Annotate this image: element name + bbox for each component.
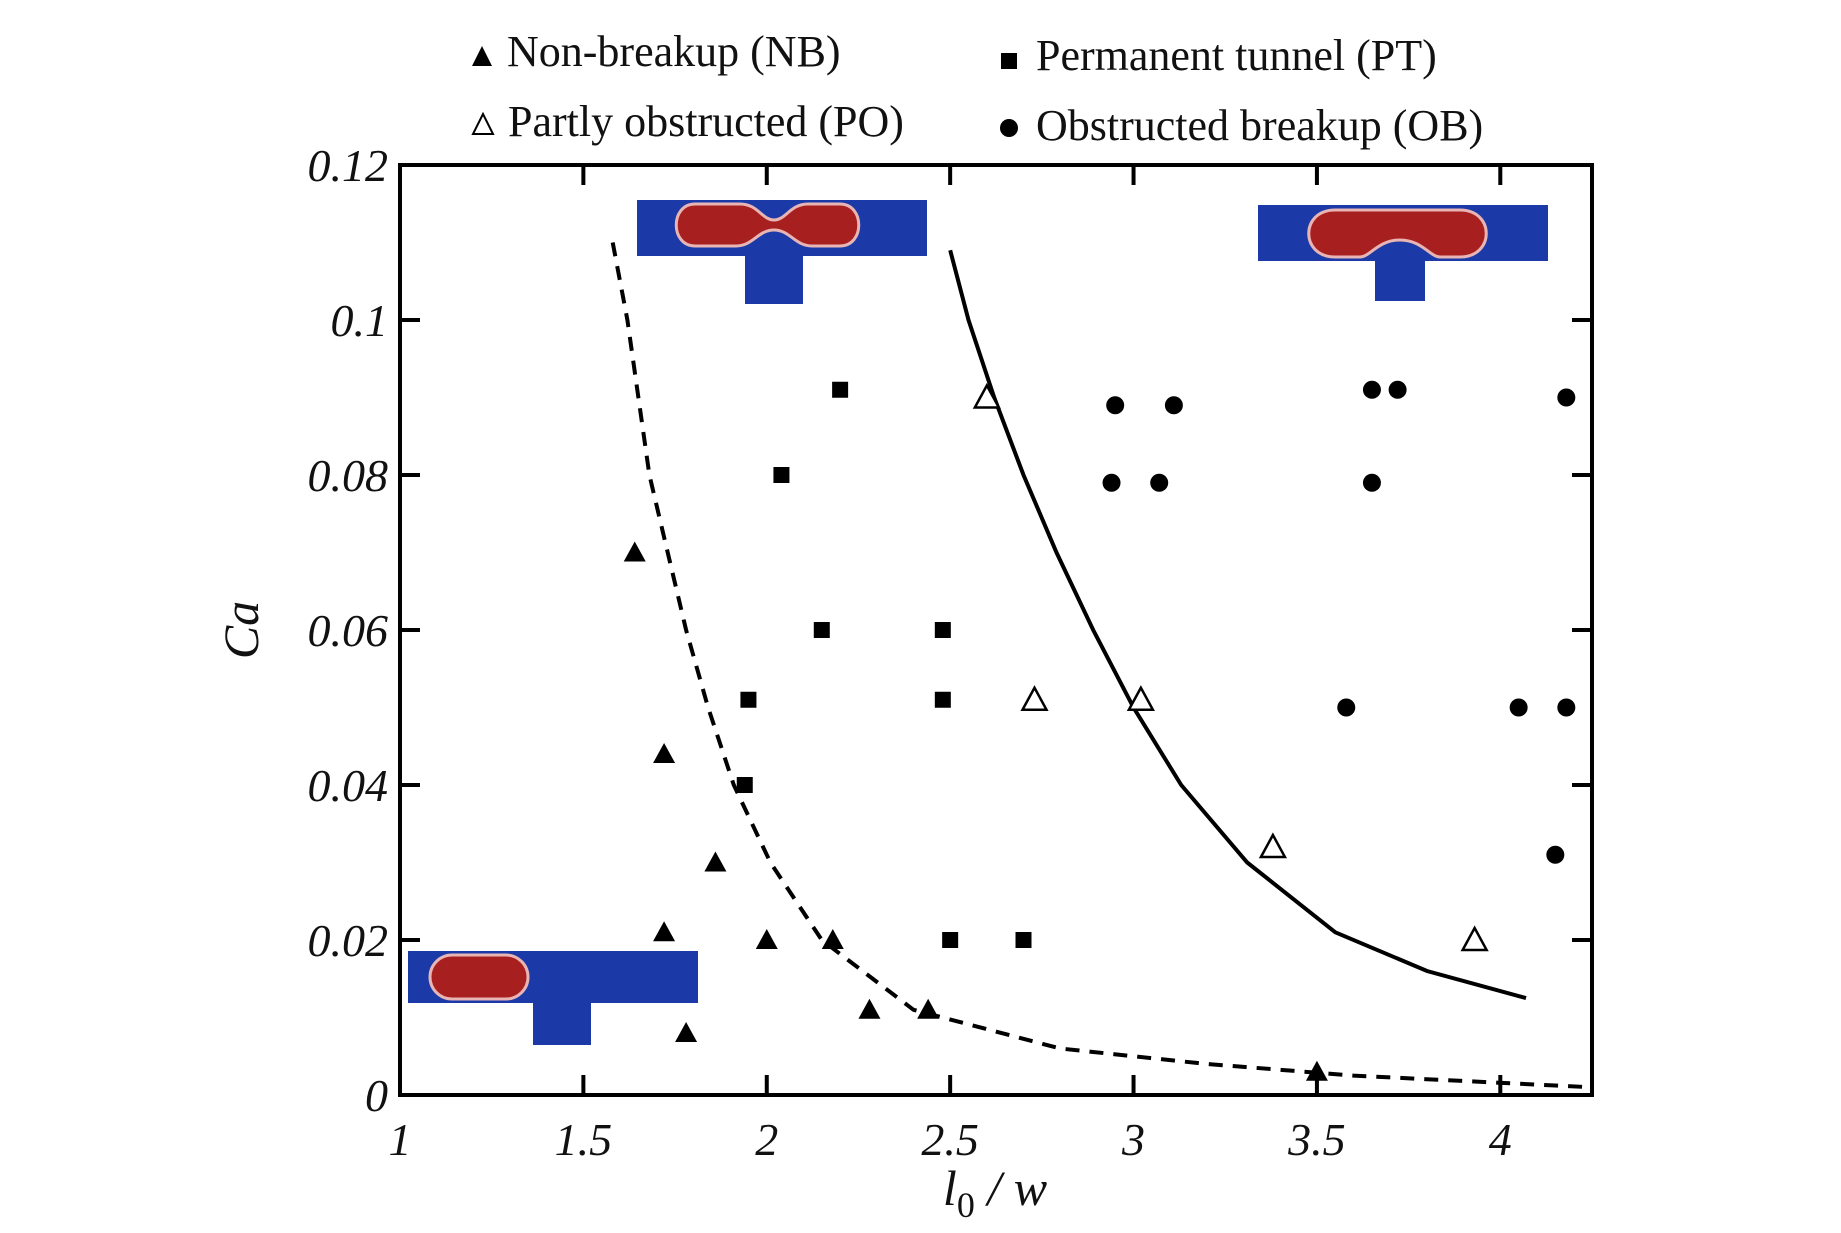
- point-non-breakup: [653, 921, 676, 942]
- point-obstructed-breakup: [1102, 473, 1121, 492]
- point-obstructed-breakup: [1337, 698, 1356, 717]
- point-permanent-tunnel: [934, 691, 951, 708]
- point-permanent-tunnel: [1015, 932, 1032, 948]
- inset-droplet-top-middle: [637, 200, 927, 304]
- point-permanent-tunnel: [813, 622, 830, 638]
- y-tick-label: 0.1: [331, 295, 389, 346]
- y-tick-label: 0.02: [308, 915, 389, 966]
- legend: Non-breakup (NB) Permanent tunnel (PT) P…: [471, 27, 1483, 150]
- x-tick-label: 3: [1121, 1114, 1145, 1165]
- point-permanent-tunnel: [736, 777, 753, 793]
- y-tick-labels: 0 0.02 0.04 0.06 0.08 0.1 0.12: [308, 140, 389, 1121]
- point-obstructed-breakup: [1546, 845, 1565, 864]
- legend-item-nb: Non-breakup (NB): [472, 27, 841, 76]
- point-obstructed-breakup: [1509, 698, 1528, 717]
- legend-marker-po: [471, 111, 495, 135]
- point-obstructed-breakup: [1164, 396, 1183, 415]
- point-permanent-tunnel: [934, 622, 951, 638]
- point-partly-obstructed: [1258, 832, 1288, 859]
- legend-marker-nb: [472, 46, 492, 66]
- point-non-breakup: [755, 929, 778, 949]
- point-permanent-tunnel: [740, 691, 757, 708]
- point-non-breakup: [704, 851, 727, 872]
- point-partly-obstructed: [1020, 685, 1049, 711]
- legend-label-ob: Obstructed breakup (OB): [1036, 101, 1483, 150]
- axis-ticks: [398, 163, 1592, 1097]
- y-tick-label: 0.06: [308, 605, 389, 656]
- legend-item-pt: Permanent tunnel (PT): [1001, 31, 1437, 80]
- point-permanent-tunnel: [942, 932, 959, 948]
- point-partly-obstructed: [1460, 925, 1489, 952]
- x-tick-label: 4: [1489, 1114, 1512, 1165]
- point-obstructed-breakup: [1388, 380, 1407, 399]
- y-tick-label: 0.04: [308, 760, 389, 811]
- point-non-breakup: [821, 929, 844, 949]
- point-obstructed-breakup: [1557, 388, 1576, 407]
- data-points: [623, 380, 1576, 1081]
- x-tick-label: 1.5: [555, 1114, 613, 1165]
- x-tick-label: 2: [755, 1114, 778, 1165]
- point-obstructed-breakup: [1362, 380, 1381, 399]
- point-non-breakup: [653, 743, 676, 763]
- y-tick-label: 0.12: [308, 140, 389, 191]
- legend-marker-ob: [1000, 119, 1018, 137]
- x-axis-title-sub: 0: [957, 1185, 975, 1225]
- point-permanent-tunnel: [773, 467, 790, 483]
- x-axis-title-main: l: [943, 1160, 957, 1216]
- point-non-breakup: [917, 998, 940, 1019]
- x-tick-label: 2.5: [921, 1114, 979, 1165]
- legend-label-pt: Permanent tunnel (PT): [1036, 31, 1437, 80]
- point-non-breakup: [858, 998, 881, 1019]
- point-permanent-tunnel: [832, 381, 849, 398]
- point-non-breakup: [1305, 1060, 1328, 1081]
- x-tick-label: 1: [389, 1114, 412, 1165]
- curves: [610, 242, 1593, 1090]
- point-obstructed-breakup: [1106, 396, 1125, 415]
- point-non-breakup: [675, 1022, 698, 1042]
- inset-droplet-top-right: [1258, 205, 1548, 301]
- legend-label-po: Partly obstructed (PO): [508, 97, 904, 146]
- x-axis-title-rest: / w: [975, 1160, 1047, 1216]
- y-tick-label: 0.08: [308, 450, 389, 501]
- dashed-boundary-curve: [610, 242, 1593, 1090]
- x-tick-label: 3.5: [1287, 1114, 1346, 1165]
- legend-item-po: Partly obstructed (PO): [471, 97, 904, 146]
- x-tick-labels: 1 1.5 2 2.5 3 3.5 4: [389, 1114, 1512, 1165]
- y-axis-title: Ca: [213, 601, 269, 659]
- x-axis-title: l0 / w: [943, 1160, 1047, 1225]
- y-tick-label: 0: [365, 1070, 388, 1121]
- legend-label-nb: Non-breakup (NB): [507, 27, 841, 76]
- solid-boundary-curve: [948, 249, 1527, 1001]
- point-non-breakup: [623, 541, 646, 562]
- inset-droplet-left: [408, 951, 698, 1045]
- point-obstructed-breakup: [1150, 473, 1169, 492]
- point-partly-obstructed: [972, 382, 1001, 409]
- point-obstructed-breakup: [1362, 473, 1381, 492]
- point-partly-obstructed: [1126, 685, 1155, 711]
- legend-item-ob: Obstructed breakup (OB): [1000, 101, 1483, 150]
- point-obstructed-breakup: [1557, 698, 1576, 717]
- legend-marker-pt: [1001, 53, 1017, 69]
